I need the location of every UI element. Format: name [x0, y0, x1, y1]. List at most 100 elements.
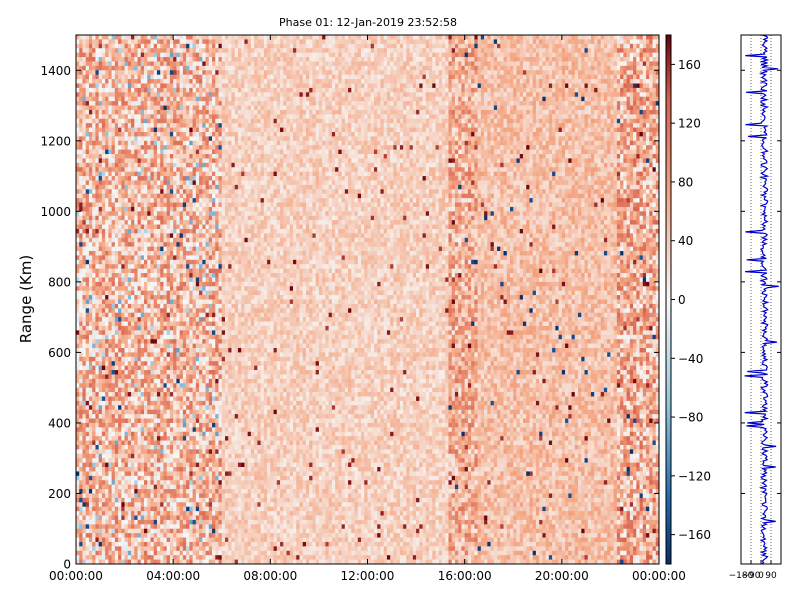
heatmap-cell: [121, 225, 125, 230]
heatmap-cell: [141, 432, 145, 437]
heatmap-cell: [76, 260, 80, 265]
heatmap-cell: [108, 123, 112, 128]
heatmap-cell: [209, 176, 213, 181]
heatmap-cell: [86, 419, 90, 424]
heatmap-cell: [115, 136, 119, 141]
heatmap-cell: [134, 291, 138, 296]
heatmap-cell: [102, 53, 106, 58]
heatmap-cell: [99, 35, 103, 40]
heatmap-cell: [92, 154, 96, 159]
heatmap-cell: [150, 374, 154, 379]
heatmap-cell: [134, 357, 138, 362]
heatmap-cell: [206, 322, 210, 327]
heatmap-cell: [89, 449, 93, 454]
heatmap-cell: [173, 366, 177, 371]
heatmap-cell: [121, 405, 125, 410]
heatmap-cell: [202, 489, 206, 494]
heatmap-cell: [99, 238, 103, 243]
heatmap-cell: [134, 529, 138, 534]
heatmap-cell: [144, 502, 148, 507]
heatmap-cell: [138, 419, 142, 424]
heatmap-cell: [128, 529, 132, 534]
heatmap-cell: [160, 172, 164, 177]
heatmap-cell: [105, 366, 109, 371]
heatmap-cell: [112, 476, 116, 481]
heatmap-cell: [141, 114, 145, 119]
heatmap-cell: [202, 427, 206, 432]
heatmap-cell: [92, 471, 96, 476]
heatmap-cell: [108, 405, 112, 410]
heatmap-cell: [170, 101, 174, 106]
heatmap-cell: [144, 414, 148, 419]
heatmap-cell: [138, 405, 142, 410]
heatmap-cell: [86, 524, 90, 529]
heatmap-cell: [89, 538, 93, 543]
heatmap-cell: [125, 498, 129, 503]
heatmap-cell: [138, 123, 142, 128]
heatmap-cell: [82, 282, 86, 287]
heatmap-cell: [121, 207, 125, 212]
heatmap-cell: [112, 366, 116, 371]
heatmap-cell: [180, 242, 184, 247]
heatmap-cell: [173, 158, 177, 163]
heatmap-cell: [79, 511, 83, 516]
heatmap-cell: [112, 538, 116, 543]
heatmap-cell: [134, 374, 138, 379]
heatmap-cell: [79, 150, 83, 155]
heatmap-cell: [173, 326, 177, 331]
heatmap-cell: [128, 176, 132, 181]
heatmap-cell: [157, 97, 161, 102]
heatmap-cell: [95, 538, 99, 543]
heatmap-cell: [160, 238, 164, 243]
heatmap-cell: [199, 282, 203, 287]
heatmap-cell: [173, 48, 177, 53]
heatmap-cell: [76, 70, 80, 75]
heatmap-cell: [186, 233, 190, 238]
heatmap-cell: [115, 344, 119, 349]
heatmap-cell: [176, 511, 180, 516]
heatmap-cell: [99, 507, 103, 512]
heatmap-cell: [125, 114, 129, 119]
heatmap-cell: [150, 317, 154, 322]
heatmap-cell: [180, 180, 184, 185]
heatmap-cell: [89, 220, 93, 225]
heatmap-cell: [199, 88, 203, 93]
heatmap-cell: [108, 150, 112, 155]
heatmap-cell: [95, 529, 99, 534]
heatmap-cell: [134, 467, 138, 472]
heatmap-cell: [105, 449, 109, 454]
heatmap-cell: [199, 507, 203, 512]
heatmap-cell: [82, 538, 86, 543]
heatmap-cell: [196, 97, 200, 102]
heatmap-cell: [92, 260, 96, 265]
heatmap-cell: [128, 493, 132, 498]
heatmap-cell: [99, 189, 103, 194]
heatmap-cell: [89, 317, 93, 322]
heatmap-cell: [154, 304, 158, 309]
heatmap-cell: [99, 357, 103, 362]
heatmap-cell: [118, 454, 122, 459]
heatmap-cell: [115, 471, 119, 476]
heatmap-cell: [112, 225, 116, 230]
heatmap-cell: [141, 66, 145, 71]
heatmap-cell: [196, 269, 200, 274]
heatmap-cell: [167, 551, 171, 556]
heatmap-cell: [173, 335, 177, 340]
heatmap-cell: [180, 194, 184, 199]
heatmap-cell: [167, 379, 171, 384]
heatmap-cell: [189, 185, 193, 190]
heatmap-cell: [147, 198, 151, 203]
heatmap-cell: [105, 330, 109, 335]
heatmap-cell: [209, 326, 213, 331]
heatmap-cell: [180, 141, 184, 146]
heatmap-cell: [138, 383, 142, 388]
heatmap-cell: [138, 39, 142, 44]
heatmap-cell: [183, 220, 187, 225]
heatmap-cell: [89, 264, 93, 269]
heatmap-cell: [108, 101, 112, 106]
heatmap-cell: [89, 114, 93, 119]
heatmap-cell: [121, 538, 125, 543]
heatmap-cell: [95, 106, 99, 111]
heatmap-cell: [131, 110, 135, 115]
heatmap-cell: [82, 194, 86, 199]
